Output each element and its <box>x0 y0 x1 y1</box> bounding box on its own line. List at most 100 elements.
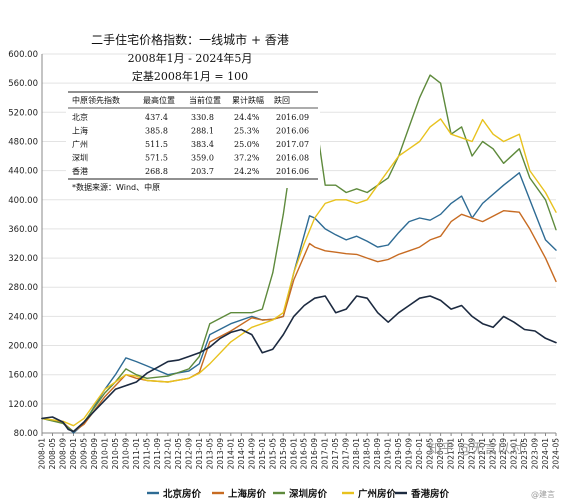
x-tick-label: 2022-01 <box>478 438 487 470</box>
y-tick-label: 280.00 <box>8 283 38 293</box>
x-tick-label: 2020-01 <box>415 438 424 470</box>
table-cell: 268.8 <box>145 167 168 176</box>
legend-label: 上海房价 <box>228 488 267 500</box>
table-cell: 北京 <box>72 112 88 122</box>
x-tick-label: 2014-09 <box>247 438 256 470</box>
legend: 北京房价 上海房价 深圳房价 广州房价 香港房价 <box>147 488 450 500</box>
y-tick-label: 400.00 <box>8 196 38 206</box>
x-tick-label: 2010-09 <box>121 438 130 470</box>
table-cell: 广州 <box>72 139 88 149</box>
y-axis: 80.00 120.00 160.00 200.00 240.00 280.00 320.0… <box>8 50 43 439</box>
table-cell: 288.1 <box>191 127 214 136</box>
table-cell: 2016.06 <box>276 127 309 136</box>
table-cell: 37.2% <box>234 154 260 163</box>
watermark: 知乎 @无言以对 @建言 <box>428 441 555 499</box>
x-tick-label: 2014-01 <box>226 438 235 470</box>
x-tick-label: 2010-05 <box>111 438 120 470</box>
y-tick-label: 320.00 <box>8 254 38 264</box>
table-cell: 437.4 <box>145 113 168 122</box>
table-cell: 203.7 <box>191 167 214 176</box>
y-tick-label: 600.00 <box>8 50 38 60</box>
y-tick-label: 160.00 <box>8 371 38 381</box>
table-cell: 383.4 <box>191 140 214 149</box>
table-header-cell: 跌回 <box>274 95 290 105</box>
x-tick-label: 2008-09 <box>58 438 67 470</box>
chart-subtitle: 2008年1月 - 2024年5月 <box>128 51 253 65</box>
x-tick-label: 2013-05 <box>205 438 214 470</box>
table-header-cell: 最高位置 <box>143 95 175 105</box>
x-tick-label: 2012-09 <box>184 438 193 470</box>
x-tick-label: 2011-01 <box>132 438 141 470</box>
y-tick-label: 200.00 <box>8 342 38 352</box>
x-tick-label: 2016-01 <box>289 438 298 470</box>
table-cell: 25.3% <box>234 127 260 136</box>
x-tick-label: 2020-09 <box>436 438 445 470</box>
x-tick-label: 2018-01 <box>352 438 361 470</box>
x-tick-label: 2016-05 <box>300 438 309 470</box>
x-tick-label: 2013-01 <box>195 438 204 470</box>
table-cell: 511.5 <box>145 140 168 149</box>
x-axis: 2008-01 2008-05 2008-09 2009-01 2009-05 2009-… <box>38 432 561 470</box>
x-tick-label: 2015-09 <box>279 438 288 470</box>
x-tick-label: 2022-09 <box>499 438 508 470</box>
x-tick-label: 2018-05 <box>363 438 372 470</box>
x-tick-label: 2013-09 <box>216 438 225 470</box>
watermark-corner: @建言 <box>531 489 555 499</box>
y-tick-label: 480.00 <box>8 137 38 147</box>
table-background <box>66 88 320 188</box>
watermark-text: 知乎 @无言以对 <box>428 441 523 457</box>
chart-title-block: 二手住宅价格指数：一线城市 + 香港 2008年1月 - 2024年5月 定基2… <box>91 32 289 83</box>
x-tick-label: 2008-05 <box>48 438 57 470</box>
x-tick-label: 2023-09 <box>531 438 540 470</box>
x-tick-label: 2017-09 <box>342 438 351 470</box>
x-tick-label: 2011-05 <box>142 438 151 470</box>
series-line-0 <box>41 172 557 434</box>
table-header-cell: 累计跌幅 <box>232 95 264 105</box>
series-line-3 <box>41 118 557 427</box>
x-tick-label: 2009-05 <box>79 438 88 470</box>
series-lines <box>41 74 557 434</box>
legend-label: 广州房价 <box>358 488 397 500</box>
legend-label: 深圳房价 <box>289 488 328 500</box>
x-tick-label: 2010-01 <box>100 438 109 470</box>
table-cell: 24.4% <box>234 113 260 122</box>
y-tick-label: 120.00 <box>8 400 38 410</box>
x-tick-label: 2009-09 <box>90 438 99 470</box>
x-tick-label: 2024-01 <box>541 438 550 470</box>
y-tick-label: 80.00 <box>14 429 38 439</box>
x-tick-label: 2008-01 <box>38 438 47 470</box>
y-tick-label: 520.00 <box>8 108 38 118</box>
y-tick-label: 440.00 <box>8 167 38 177</box>
y-tick-label: 560.00 <box>8 79 38 89</box>
table-cell: 25.0% <box>234 140 260 149</box>
table-cell: 深圳 <box>72 153 88 163</box>
x-tick-label: 2009-01 <box>69 438 78 470</box>
table-cell: 2016.09 <box>276 113 309 122</box>
chart-title: 二手住宅价格指数：一线城市 + 香港 <box>91 32 289 47</box>
table-cell: 385.8 <box>145 127 168 136</box>
y-tick-label: 240.00 <box>8 312 38 322</box>
table-cell: 330.8 <box>191 113 214 122</box>
y-tick-label: 360.00 <box>8 225 38 235</box>
table-cell: 2017.07 <box>276 140 309 149</box>
table-cell: 359.0 <box>191 154 214 163</box>
x-tick-label: 2015-01 <box>258 438 267 470</box>
x-tick-label: 2015-05 <box>268 438 277 470</box>
x-tick-label: 2011-09 <box>153 438 162 470</box>
x-tick-label: 2023-05 <box>520 438 529 470</box>
table-cell: 571.5 <box>145 154 168 163</box>
x-tick-label: 2012-05 <box>174 438 183 470</box>
x-tick-label: 2022-05 <box>489 438 498 470</box>
x-tick-label: 2024-05 <box>552 438 561 470</box>
x-tick-label: 2019-05 <box>394 438 403 470</box>
table-header-cell: 中原领先指数 <box>72 95 120 105</box>
x-tick-label: 2014-05 <box>237 438 246 470</box>
x-tick-label: 2016-09 <box>310 438 319 470</box>
legend-label: 香港房价 <box>410 488 450 500</box>
x-tick-label: 2018-09 <box>373 438 382 470</box>
table-cell: 2016.06 <box>276 167 309 176</box>
table-cell: 香港 <box>72 166 88 176</box>
x-tick-label: 2021-01 <box>447 438 456 470</box>
